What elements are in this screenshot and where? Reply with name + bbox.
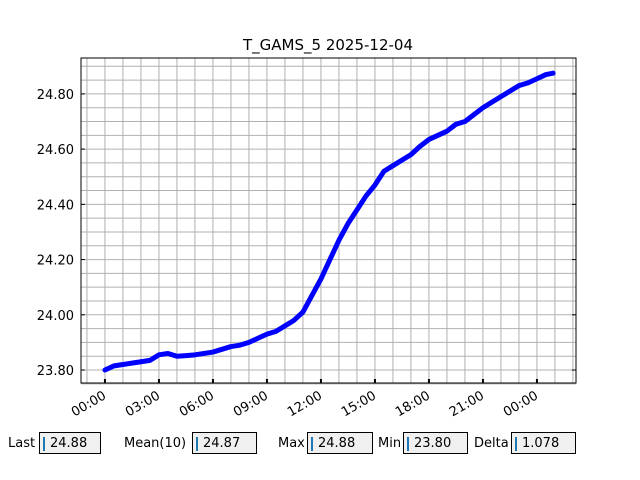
x-tick-label: 18:00 — [393, 388, 433, 420]
data-line — [102, 70, 556, 373]
x-tick-label: 06:00 — [177, 388, 217, 420]
y-tick-label: 24.20 — [37, 254, 74, 269]
x-tick-label: 03:00 — [123, 388, 163, 420]
control-label: Max — [278, 436, 305, 451]
x-tick-label: 00:00 — [69, 388, 109, 420]
x-tick-label: 21:00 — [447, 388, 487, 420]
plot-frame — [80, 57, 577, 384]
x-tick-label: 09:00 — [231, 388, 271, 420]
value-box[interactable]: 24.88 — [39, 432, 101, 454]
control-label: Delta — [474, 436, 509, 451]
chart-title: T_GAMS_5 2025-12-04 — [242, 36, 413, 55]
control-label: Min — [378, 436, 402, 451]
value-box[interactable]: 24.88 — [307, 432, 373, 454]
y-tick-label: 23.80 — [37, 364, 74, 379]
y-tick-label: 24.60 — [37, 143, 74, 158]
y-tick-label: 24.80 — [37, 88, 74, 103]
control-label: Last — [8, 436, 36, 451]
value-box[interactable]: 23.80 — [403, 432, 468, 454]
control-label: Mean(10) — [124, 436, 187, 451]
y-tick-label: 24.40 — [37, 198, 74, 213]
value-box[interactable]: 24.87 — [192, 432, 257, 454]
y-tick-label: 24.00 — [37, 309, 74, 324]
value-box[interactable]: 1.078 — [511, 432, 576, 454]
chart: T_GAMS_5 2025-12-04 23.80 24.00 24.20 24.40… — [37, 36, 577, 420]
x-tick-label: 12:00 — [285, 388, 325, 420]
x-tick-label: 15:00 — [339, 388, 379, 420]
x-tick-label: 00:00 — [501, 388, 541, 420]
